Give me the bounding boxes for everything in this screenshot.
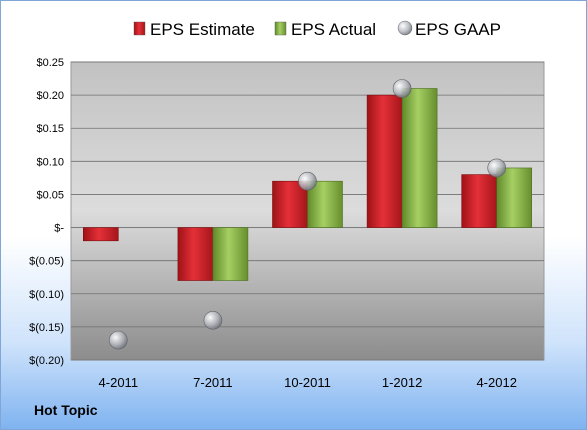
bar-eps-actual — [496, 167, 533, 228]
y-tick-label: $(0.20) — [29, 355, 64, 367]
bar-eps-estimate — [83, 227, 119, 242]
legend-swatch — [397, 20, 413, 36]
legend-label: EPS Estimate — [150, 20, 255, 39]
y-tick-label: $(0.15) — [29, 322, 64, 334]
legend-label: EPS GAAP — [415, 20, 501, 39]
y-tick-label: $(0.05) — [29, 256, 64, 268]
bar-eps-actual — [307, 180, 343, 228]
bar-eps-actual — [401, 88, 438, 228]
bar-eps-estimate — [366, 94, 403, 228]
bar-eps-estimate — [177, 227, 214, 281]
point-eps-gaap — [392, 79, 412, 98]
point-eps-gaap — [298, 171, 317, 191]
legend-swatch — [133, 21, 146, 36]
x-tick-label: 4-2012 — [476, 375, 516, 390]
point-eps-gaap — [487, 158, 507, 178]
legend-swatch — [274, 21, 287, 36]
bar-eps-estimate — [272, 180, 308, 228]
legend-label: EPS Actual — [291, 20, 376, 39]
x-tick-label: 1-2012 — [382, 375, 422, 390]
bar-eps-estimate — [461, 174, 498, 228]
bar-eps-actual — [212, 227, 249, 281]
x-tick-label: 7-2011 — [193, 375, 233, 390]
point-eps-gaap — [203, 310, 223, 330]
y-tick-label: $- — [54, 223, 64, 235]
company-name: Hot Topic — [34, 402, 98, 418]
x-tick-label: 10-2011 — [284, 375, 331, 390]
y-tick-label: $0.25 — [36, 57, 64, 69]
x-tick-label: 4-2011 — [99, 375, 139, 390]
y-tick-label: $0.10 — [36, 156, 64, 168]
y-tick-label: $(0.10) — [29, 289, 64, 301]
point-eps-gaap — [109, 330, 128, 350]
y-tick-label: $0.15 — [36, 123, 64, 135]
y-tick-label: $0.20 — [36, 90, 64, 102]
y-tick-label: $0.05 — [36, 189, 64, 201]
